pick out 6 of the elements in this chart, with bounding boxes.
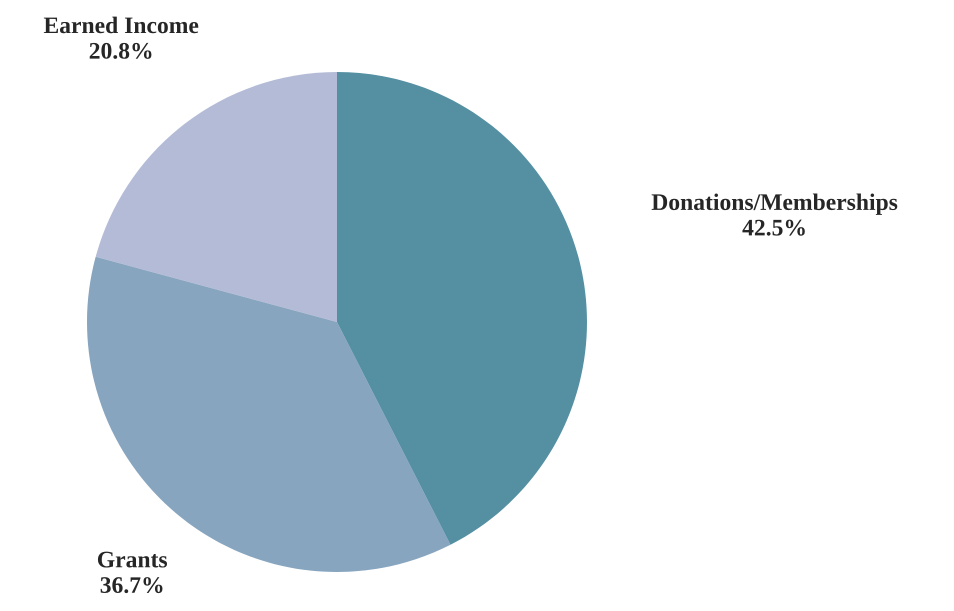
slice-label: Earned Income — [44, 16, 198, 34]
data-label: 36.7% — [100, 577, 162, 594]
data-label: 20.8% — [90, 42, 152, 59]
slice-label: Grants — [98, 552, 168, 568]
data-label: 42.5% — [742, 220, 805, 236]
slice-label: Donations/Memberships — [652, 193, 898, 215]
